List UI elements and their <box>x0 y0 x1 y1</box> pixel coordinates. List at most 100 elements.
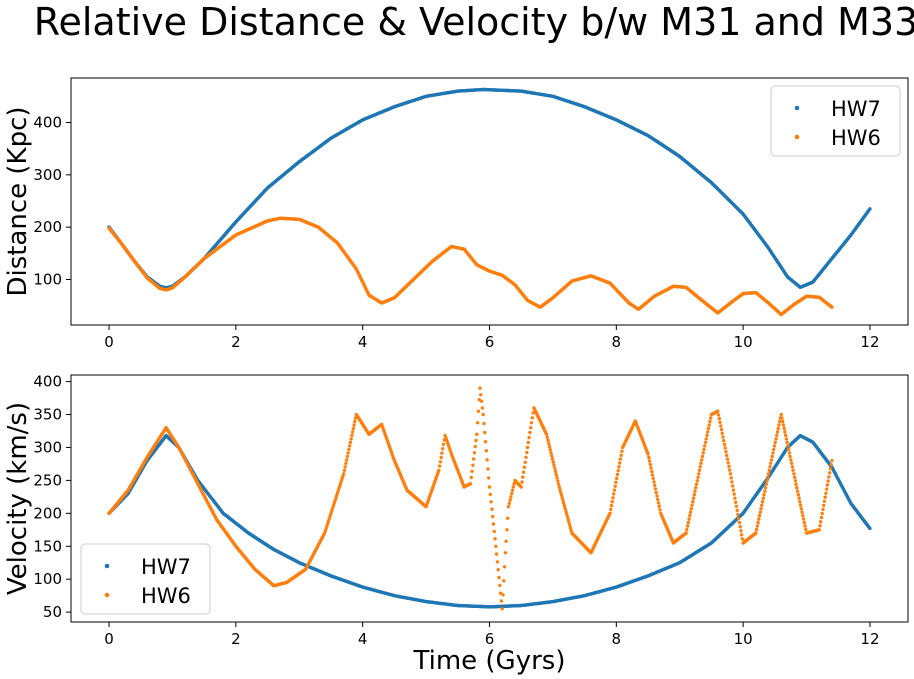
data-point <box>352 423 356 427</box>
data-point <box>437 468 441 473</box>
data-point <box>657 504 661 508</box>
data-point <box>497 575 501 580</box>
data-point <box>825 487 829 491</box>
data-point <box>475 421 480 425</box>
data-point <box>343 465 347 469</box>
data-point <box>618 457 623 461</box>
data-point <box>769 458 774 462</box>
data-point <box>560 496 564 500</box>
data-point <box>801 517 806 521</box>
data-point <box>768 465 772 469</box>
data-point <box>694 482 699 486</box>
data-point <box>568 523 572 527</box>
legend-marker <box>104 563 110 569</box>
data-point <box>350 430 355 434</box>
data-point <box>757 513 762 518</box>
data-point <box>609 507 613 512</box>
data-point <box>795 489 800 493</box>
data-point <box>798 500 802 504</box>
data-point <box>767 468 771 472</box>
data-point <box>781 419 785 424</box>
data-point <box>724 450 728 454</box>
data-point <box>740 537 745 541</box>
data-point <box>780 416 784 420</box>
data-point <box>700 458 704 462</box>
data-point <box>828 467 833 471</box>
data-point <box>482 421 486 426</box>
data-point <box>524 455 528 459</box>
data-point <box>569 528 573 533</box>
data-point <box>547 445 552 449</box>
series-hw6 <box>107 216 834 317</box>
data-point <box>503 551 508 555</box>
data-point <box>552 463 556 467</box>
data-point <box>654 490 658 495</box>
data-point <box>795 486 799 490</box>
data-point <box>793 479 798 483</box>
y-tick-label: 250 <box>33 471 62 489</box>
data-point <box>784 433 788 438</box>
data-point <box>545 435 549 440</box>
data-point <box>347 447 351 452</box>
data-point <box>691 500 695 504</box>
data-point <box>693 489 697 493</box>
data-point <box>553 469 558 474</box>
data-point <box>818 524 822 528</box>
data-point <box>529 421 534 425</box>
legend-entry: HW7 <box>141 555 191 579</box>
legend-marker <box>794 105 800 111</box>
data-point <box>773 440 777 445</box>
x-axis-label: Time (Gyrs) <box>413 646 566 676</box>
data-point <box>522 465 527 469</box>
data-point <box>777 423 781 427</box>
data-point <box>695 479 699 483</box>
data-point <box>739 529 743 533</box>
data-point <box>755 524 759 528</box>
data-point <box>493 537 497 541</box>
data-point <box>792 475 797 479</box>
data-point <box>830 458 834 463</box>
data-point <box>438 460 443 464</box>
data-point <box>826 479 830 483</box>
plot-area <box>107 87 872 317</box>
data-point <box>779 412 783 417</box>
data-point <box>647 455 651 460</box>
data-point <box>566 517 570 522</box>
data-point <box>652 480 656 484</box>
data-point <box>754 527 759 532</box>
data-point <box>525 445 530 450</box>
data-point <box>559 493 564 497</box>
data-point <box>698 465 702 469</box>
data-point <box>820 511 824 516</box>
x-tick-label: 2 <box>231 333 241 351</box>
data-point <box>738 525 742 529</box>
data-point <box>615 476 619 481</box>
data-point <box>758 510 762 514</box>
data-point <box>766 472 771 476</box>
data-point <box>824 491 828 495</box>
data-point <box>734 504 739 508</box>
data-point <box>526 440 530 445</box>
data-point <box>651 476 655 481</box>
data-point <box>521 470 526 474</box>
data-point <box>350 433 354 438</box>
data-point <box>774 437 778 441</box>
y-tick-label: 400 <box>33 113 62 131</box>
data-point <box>772 447 776 452</box>
data-point <box>523 460 527 464</box>
data-point <box>565 515 570 519</box>
data-point <box>716 409 720 413</box>
data-point <box>704 437 708 441</box>
series-hw6 <box>107 386 834 611</box>
y-axis-label: Distance (Kpc) <box>3 106 33 296</box>
data-point <box>500 607 504 611</box>
data-point <box>822 503 826 508</box>
x-tick-label: 12 <box>860 333 879 351</box>
data-point <box>705 433 709 438</box>
x-tick-label: 6 <box>485 333 495 351</box>
data-point <box>511 485 515 489</box>
x-tick-label: 0 <box>104 333 114 351</box>
data-point <box>616 469 620 473</box>
data-point <box>342 472 346 476</box>
data-point <box>685 524 690 528</box>
